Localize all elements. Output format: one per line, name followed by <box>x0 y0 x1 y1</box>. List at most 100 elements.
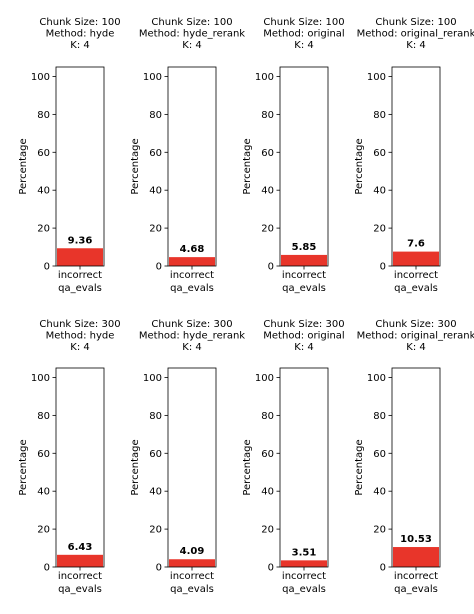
subplot-title-line: Chunk Size: 100 <box>263 17 344 28</box>
subplot-title-line: Chunk Size: 300 <box>39 319 120 330</box>
bar-incorrect <box>281 560 327 567</box>
subplot-title-line: Method: hyde <box>46 29 115 40</box>
subplot-title-line: K: 4 <box>70 342 89 353</box>
x-tick-label: incorrect <box>170 270 214 281</box>
y-axis-label: Percentage <box>130 439 141 495</box>
data-label: 4.09 <box>180 546 205 557</box>
y-tick-label: 100 <box>367 72 386 83</box>
y-tick-label: 100 <box>31 373 50 384</box>
x-tick-label: incorrect <box>282 270 326 281</box>
axes-frame <box>167 367 217 568</box>
x-axis-label: qa_evals <box>58 283 102 294</box>
subplot-title-line: Chunk Size: 100 <box>39 17 120 28</box>
y-axis-label: Percentage <box>130 138 141 194</box>
x-axis-label: qa_evals <box>170 283 214 294</box>
axes-frame <box>391 66 441 267</box>
subplot-title-line: Method: hyde <box>46 331 115 342</box>
bar-incorrect <box>393 547 439 567</box>
axes-frame <box>55 367 105 568</box>
y-tick-label: 100 <box>255 373 274 384</box>
y-tick-label: 40 <box>261 186 274 197</box>
y-axis-label: Percentage <box>18 138 29 194</box>
y-tick-label: 80 <box>149 411 162 422</box>
axes-frame <box>279 367 329 568</box>
data-label: 7.6 <box>407 239 425 250</box>
subplot-title-line: Chunk Size: 100 <box>375 17 456 28</box>
x-axis-label: qa_evals <box>394 283 438 294</box>
x-tick-label: incorrect <box>58 571 102 582</box>
data-label: 9.36 <box>68 235 93 246</box>
y-tick-label: 100 <box>367 373 386 384</box>
y-tick-label: 80 <box>261 110 274 121</box>
subplot-title-line: Method: original_rerank <box>357 331 474 342</box>
y-tick-label: 40 <box>37 487 50 498</box>
subplot-title-line: K: 4 <box>294 40 313 51</box>
y-tick-label: 20 <box>261 224 274 235</box>
x-tick-label: incorrect <box>170 571 214 582</box>
subplot-title-line: Method: hyde_rerank <box>139 29 245 40</box>
y-tick-label: 0 <box>380 262 386 273</box>
y-tick-label: 60 <box>373 449 386 460</box>
y-tick-label: 0 <box>156 563 162 574</box>
y-tick-label: 20 <box>37 525 50 536</box>
y-axis-label: Percentage <box>242 439 253 495</box>
y-tick-label: 40 <box>37 186 50 197</box>
y-tick-label: 80 <box>261 411 274 422</box>
subplot-title-line: K: 4 <box>70 40 89 51</box>
x-axis-label: qa_evals <box>58 584 102 595</box>
y-tick-label: 60 <box>373 148 386 159</box>
y-tick-label: 20 <box>149 224 162 235</box>
y-tick-label: 60 <box>261 148 274 159</box>
x-tick-label: incorrect <box>58 270 102 281</box>
y-tick-label: 0 <box>44 262 50 273</box>
x-tick-label: incorrect <box>394 270 438 281</box>
y-tick-label: 20 <box>373 525 386 536</box>
x-axis-label: qa_evals <box>282 283 326 294</box>
y-tick-label: 20 <box>149 525 162 536</box>
subplot-title-line: K: 4 <box>182 342 201 353</box>
subplot-title-line: Method: original <box>263 331 344 342</box>
bar-incorrect <box>57 554 103 567</box>
subplot-title-line: Method: original <box>263 29 344 40</box>
x-axis-label: qa_evals <box>170 584 214 595</box>
y-tick-label: 80 <box>37 411 50 422</box>
y-tick-label: 100 <box>255 72 274 83</box>
y-tick-label: 40 <box>149 487 162 498</box>
bar-incorrect <box>169 559 215 567</box>
y-tick-label: 60 <box>149 148 162 159</box>
y-tick-label: 0 <box>268 262 274 273</box>
subplot-title-line: Method: original_rerank <box>357 29 474 40</box>
y-tick-label: 100 <box>143 72 162 83</box>
y-tick-label: 80 <box>373 411 386 422</box>
y-axis-label: Percentage <box>18 439 29 495</box>
y-tick-label: 0 <box>268 563 274 574</box>
y-tick-label: 40 <box>149 186 162 197</box>
y-tick-label: 40 <box>373 186 386 197</box>
subplot-title-line: Chunk Size: 300 <box>375 319 456 330</box>
x-tick-label: incorrect <box>394 571 438 582</box>
subplot-title-line: Method: hyde_rerank <box>139 331 245 342</box>
y-tick-label: 80 <box>37 110 50 121</box>
x-tick-label: incorrect <box>282 571 326 582</box>
y-tick-label: 80 <box>373 110 386 121</box>
axes-frame <box>279 66 329 267</box>
y-tick-label: 20 <box>261 525 274 536</box>
y-tick-label: 60 <box>37 148 50 159</box>
y-axis-label: Percentage <box>354 439 365 495</box>
y-tick-label: 80 <box>149 110 162 121</box>
y-axis-label: Percentage <box>354 138 365 194</box>
data-label: 4.68 <box>180 244 205 255</box>
bar-incorrect <box>281 254 327 266</box>
y-tick-label: 100 <box>31 72 50 83</box>
subplot-title-line: K: 4 <box>406 40 425 51</box>
bar-incorrect <box>393 251 439 266</box>
x-axis-label: qa_evals <box>282 584 326 595</box>
